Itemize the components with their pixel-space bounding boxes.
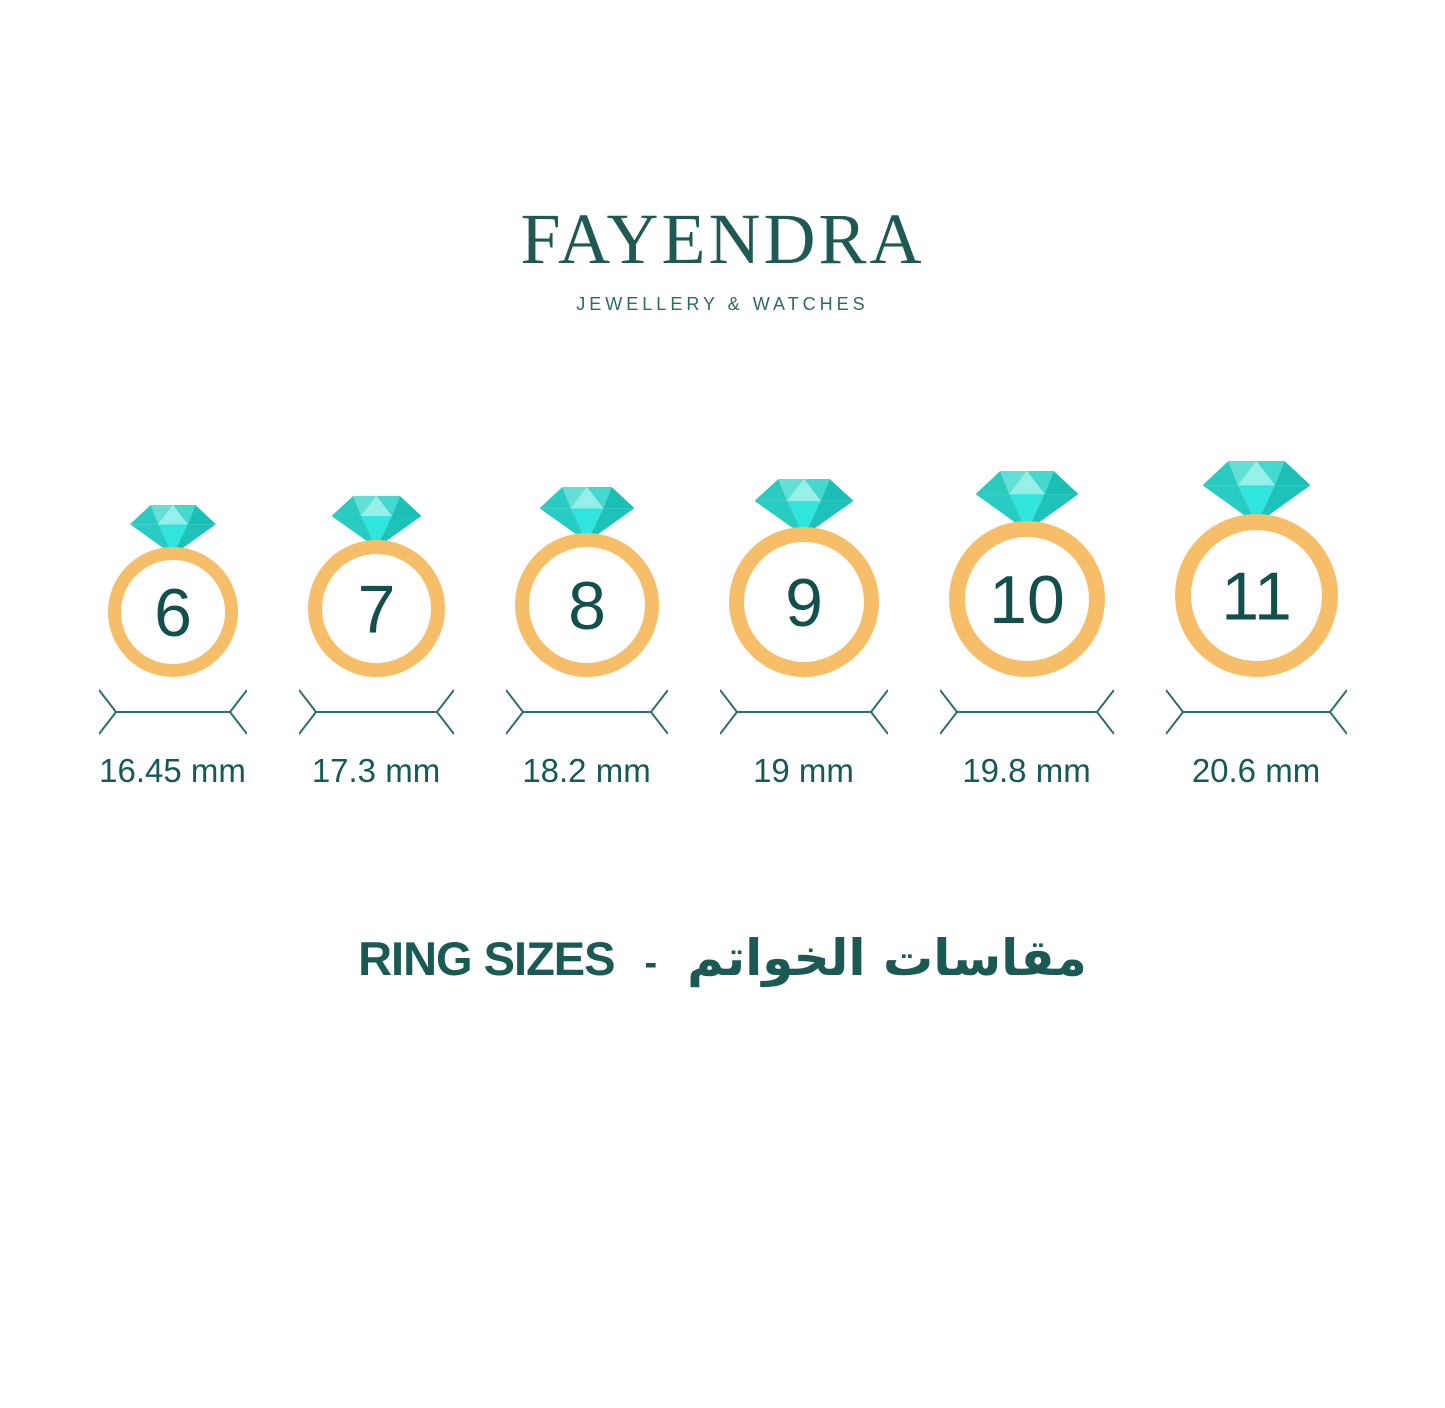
measure-arrow-icon — [938, 689, 1115, 735]
ring-band — [728, 527, 879, 677]
diamond-icon — [975, 471, 1078, 531]
diameter-label: 19 mm — [753, 752, 854, 789]
diameter-measure-arrows — [718, 689, 889, 735]
diameter-label: 17.3 mm — [311, 752, 441, 789]
diameter-label: 19.8 mm — [962, 752, 1091, 789]
diameter-label: 16.45 mm — [99, 752, 246, 789]
page-title: RING SIZES - مقاسات الخواتم — [0, 929, 1445, 987]
measure-arrow-icon — [504, 689, 669, 735]
diamond-icon — [129, 505, 216, 555]
ring-graphic: 11 — [1173, 459, 1340, 679]
measure-arrow-icon — [718, 689, 889, 735]
measure-arrow-icon — [97, 689, 248, 735]
ring-item: 6 16.45 mm — [97, 503, 248, 791]
diameter-measure-arrows — [1164, 689, 1348, 735]
ring-icon: 11 — [1174, 461, 1338, 677]
diameter-measure-arrows — [97, 689, 248, 735]
diameter-measure-arrows — [504, 689, 669, 735]
ring-band — [307, 540, 445, 677]
diameter-measure-arrows — [297, 689, 455, 735]
diamond-icon — [539, 487, 634, 542]
ring-band — [107, 547, 238, 677]
page: FAYENDRA JEWELLERY & WATCHES 6 16.45 mm … — [0, 203, 1445, 987]
ring-size-number: 7 — [357, 572, 395, 648]
measure-arrow-icon — [297, 689, 455, 735]
diamond-icon — [1202, 461, 1310, 524]
page-title-separator: - — [644, 941, 658, 984]
ring-size-number: 10 — [989, 562, 1065, 638]
ring-graphic: 8 — [513, 485, 661, 679]
ring-band — [948, 521, 1105, 677]
brand-tagline: JEWELLERY & WATCHES — [576, 294, 869, 314]
measure-arrow-icon — [1164, 689, 1348, 735]
ring-band — [514, 533, 659, 677]
ring-graphic: 10 — [947, 469, 1107, 679]
rings-row: 6 16.45 mm 7 17.3 mm 8 18.2 mm 9 19 mm 1… — [0, 459, 1445, 791]
ring-graphic: 7 — [306, 494, 447, 679]
ring-graphic: 6 — [106, 503, 240, 679]
ring-graphic: 9 — [727, 477, 881, 679]
ring-band — [1174, 514, 1338, 677]
diameter-measure-arrows — [938, 689, 1115, 735]
ring-size-number: 11 — [1221, 559, 1292, 635]
brand-logo: FAYENDRA JEWELLERY & WATCHES — [0, 203, 1445, 313]
ring-item: 9 19 mm — [718, 477, 889, 791]
ring-icon: 9 — [728, 479, 879, 677]
ring-size-number: 6 — [154, 575, 192, 651]
ring-icon: 7 — [307, 496, 445, 677]
ring-item: 7 17.3 mm — [297, 494, 455, 791]
diameter-label: 20.6 mm — [1191, 752, 1321, 789]
page-title-ar: مقاسات الخواتم — [687, 928, 1087, 987]
page-title-en: RING SIZES — [358, 931, 615, 985]
ring-item: 10 19.8 mm — [938, 469, 1115, 791]
ring-icon: 6 — [107, 505, 238, 677]
ring-item: 11 20.6 mm — [1164, 459, 1348, 791]
diameter-label: 18.2 mm — [522, 752, 651, 789]
ring-size-number: 8 — [568, 568, 606, 644]
ring-icon: 10 — [948, 471, 1105, 677]
ring-size-number: 9 — [785, 565, 823, 641]
ring-item: 8 18.2 mm — [504, 485, 669, 791]
diamond-icon — [331, 496, 421, 548]
ring-icon: 8 — [514, 487, 659, 677]
brand-name: FAYENDRA — [520, 199, 925, 279]
